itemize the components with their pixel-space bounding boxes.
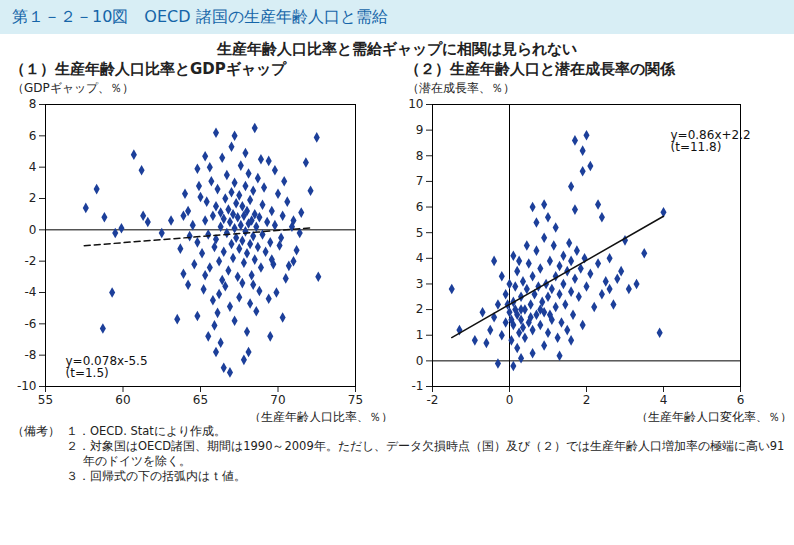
html-text:第１－２－10図 OECD 諸国の生産年齢人口と需給: 第１－２－10図 OECD 諸国の生産年齢人口と需給 (12, 7, 388, 26)
svg-text:-8: -8 (25, 348, 37, 362)
svg-text:7: 7 (416, 174, 424, 188)
svg-text:4: 4 (29, 160, 37, 174)
svg-text:6: 6 (737, 393, 745, 407)
svg-text:2: 2 (583, 393, 591, 407)
svg-text:10: 10 (408, 97, 423, 111)
svg-text:75: 75 (348, 393, 363, 407)
svg-text:-6: -6 (25, 317, 37, 331)
html-text:１．OECD. Statにより作成。: １．OECD. Statにより作成。 (66, 424, 226, 438)
svg-text:0: 0 (29, 223, 37, 237)
html-text:２．対象国はOECD諸国、期間は1990～2009年。ただし: ２．対象国はOECD諸国、期間は1990～2009年。ただし、データ欠損時点（国… (66, 439, 785, 468)
svg-text:0: 0 (416, 354, 424, 368)
svg-text:6: 6 (29, 129, 37, 143)
svg-text:8: 8 (29, 97, 37, 111)
svg-text:（生産年齢人口変化率、％）: （生産年齢人口変化率、％） (636, 410, 792, 423)
svg-text:（生産年齢人口比率、％）: （生産年齢人口比率、％） (249, 410, 393, 423)
svg-text:8: 8 (416, 149, 424, 163)
svg-text:9: 9 (416, 123, 424, 137)
svg-text:-1: -1 (412, 379, 424, 393)
html-text:（２）生産年齢人口と潜在成長率の関係: （２）生産年齢人口と潜在成長率の関係 (405, 60, 675, 78)
svg-text:60: 60 (115, 393, 130, 407)
svg-text:0: 0 (506, 393, 514, 407)
svg-text:5: 5 (416, 226, 424, 240)
svg-text:6: 6 (416, 200, 424, 214)
svg-text:2: 2 (29, 191, 37, 205)
svg-text:65: 65 (193, 393, 208, 407)
html-text:（潜在成長率、％）: （潜在成長率、％） (407, 81, 515, 95)
svg-text:2: 2 (416, 302, 424, 316)
svg-text:4: 4 (416, 251, 424, 265)
svg-text:y=0.078x-5.5(t=1.5): y=0.078x-5.5(t=1.5) (66, 354, 148, 380)
html-text:生産年齢人口比率と需給ギャップに相関は見られない: 生産年齢人口比率と需給ギャップに相関は見られない (217, 40, 577, 58)
svg-text:1: 1 (416, 328, 424, 342)
svg-text:y=0.86x+2.2(t=11.8): y=0.86x+2.2(t=11.8) (671, 128, 751, 154)
html-text:（備考）: （備考） (12, 424, 60, 438)
svg-text:-10: -10 (17, 379, 37, 393)
svg-text:-4: -4 (25, 285, 37, 299)
svg-text:70: 70 (270, 393, 285, 407)
html-text:（１）生産年齢人口比率とGDPギャップ: （１）生産年齢人口比率とGDPギャップ (10, 60, 286, 78)
svg-text:3: 3 (416, 277, 424, 291)
svg-text:55: 55 (38, 393, 53, 407)
html-text:３．回帰式の下の括弧内はｔ値。: ３．回帰式の下の括弧内はｔ値。 (66, 469, 246, 483)
html-text:（GDPギャップ、％）: （GDPギャップ、％） (12, 81, 134, 95)
svg-text:-2: -2 (25, 254, 37, 268)
svg-text:-2: -2 (427, 393, 439, 407)
svg-text:4: 4 (660, 393, 668, 407)
